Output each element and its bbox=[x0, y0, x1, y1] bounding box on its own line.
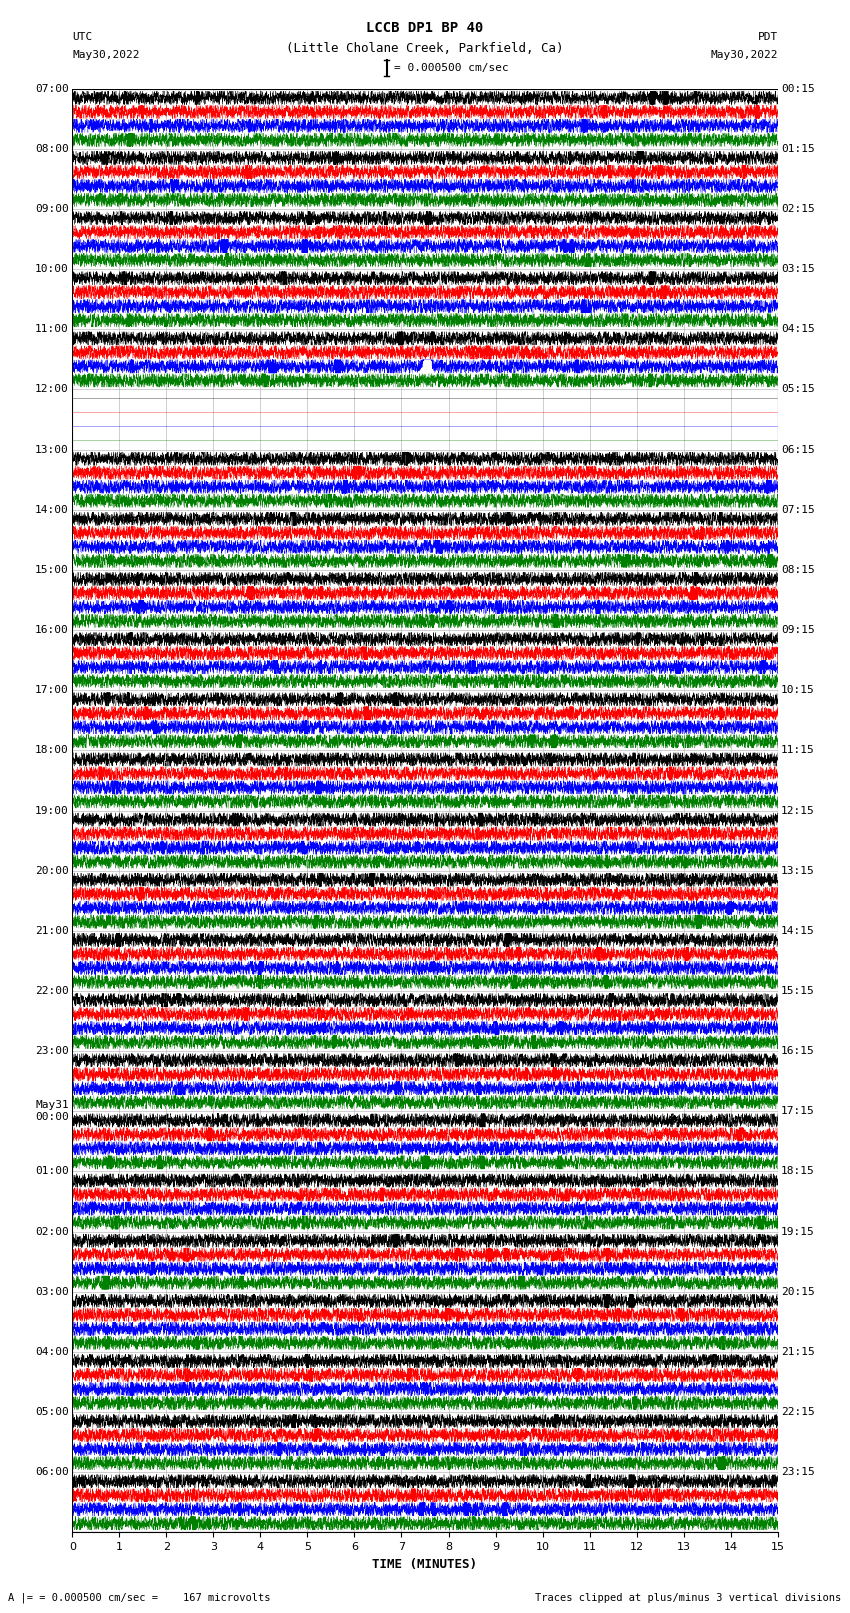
Text: 08:15: 08:15 bbox=[781, 565, 815, 574]
Text: 22:15: 22:15 bbox=[781, 1407, 815, 1418]
Text: PDT: PDT bbox=[757, 32, 778, 42]
Text: May30,2022: May30,2022 bbox=[72, 50, 139, 60]
Text: 17:15: 17:15 bbox=[781, 1107, 815, 1116]
Text: 17:00: 17:00 bbox=[35, 686, 69, 695]
Text: 12:15: 12:15 bbox=[781, 805, 815, 816]
Text: 16:00: 16:00 bbox=[35, 626, 69, 636]
Text: May30,2022: May30,2022 bbox=[711, 50, 778, 60]
Text: 01:15: 01:15 bbox=[781, 144, 815, 153]
Text: 18:15: 18:15 bbox=[781, 1166, 815, 1176]
Text: 23:15: 23:15 bbox=[781, 1468, 815, 1478]
Text: 11:00: 11:00 bbox=[35, 324, 69, 334]
Text: 13:00: 13:00 bbox=[35, 445, 69, 455]
Text: 05:15: 05:15 bbox=[781, 384, 815, 395]
Text: 10:00: 10:00 bbox=[35, 265, 69, 274]
Text: 02:15: 02:15 bbox=[781, 203, 815, 215]
Text: 07:15: 07:15 bbox=[781, 505, 815, 515]
Text: 02:00: 02:00 bbox=[35, 1226, 69, 1237]
Text: 11:15: 11:15 bbox=[781, 745, 815, 755]
Text: 15:00: 15:00 bbox=[35, 565, 69, 574]
Text: 22:00: 22:00 bbox=[35, 986, 69, 995]
Text: 06:15: 06:15 bbox=[781, 445, 815, 455]
Text: 00:15: 00:15 bbox=[781, 84, 815, 94]
Text: 04:00: 04:00 bbox=[35, 1347, 69, 1357]
Text: 14:00: 14:00 bbox=[35, 505, 69, 515]
Text: 20:15: 20:15 bbox=[781, 1287, 815, 1297]
Text: 10:15: 10:15 bbox=[781, 686, 815, 695]
Text: 07:00: 07:00 bbox=[35, 84, 69, 94]
Text: 20:00: 20:00 bbox=[35, 866, 69, 876]
Text: LCCB DP1 BP 40: LCCB DP1 BP 40 bbox=[366, 21, 484, 35]
Text: 03:00: 03:00 bbox=[35, 1287, 69, 1297]
Text: 09:00: 09:00 bbox=[35, 203, 69, 215]
Text: 12:00: 12:00 bbox=[35, 384, 69, 395]
Text: May31
00:00: May31 00:00 bbox=[35, 1100, 69, 1123]
Text: Traces clipped at plus/minus 3 vertical divisions: Traces clipped at plus/minus 3 vertical … bbox=[536, 1594, 842, 1603]
Text: 05:00: 05:00 bbox=[35, 1407, 69, 1418]
Text: 03:15: 03:15 bbox=[781, 265, 815, 274]
Text: 13:15: 13:15 bbox=[781, 866, 815, 876]
Text: = 0.000500 cm/sec: = 0.000500 cm/sec bbox=[394, 63, 508, 73]
Text: 01:00: 01:00 bbox=[35, 1166, 69, 1176]
Text: 21:15: 21:15 bbox=[781, 1347, 815, 1357]
Text: 09:15: 09:15 bbox=[781, 626, 815, 636]
Text: 23:00: 23:00 bbox=[35, 1047, 69, 1057]
Text: 04:15: 04:15 bbox=[781, 324, 815, 334]
Text: 21:00: 21:00 bbox=[35, 926, 69, 936]
Text: 15:15: 15:15 bbox=[781, 986, 815, 995]
Text: 19:15: 19:15 bbox=[781, 1226, 815, 1237]
Text: (Little Cholane Creek, Parkfield, Ca): (Little Cholane Creek, Parkfield, Ca) bbox=[286, 42, 564, 55]
Text: 16:15: 16:15 bbox=[781, 1047, 815, 1057]
Text: UTC: UTC bbox=[72, 32, 93, 42]
Text: 08:00: 08:00 bbox=[35, 144, 69, 153]
Text: 06:00: 06:00 bbox=[35, 1468, 69, 1478]
Text: A |= = 0.000500 cm/sec =    167 microvolts: A |= = 0.000500 cm/sec = 167 microvolts bbox=[8, 1592, 271, 1603]
X-axis label: TIME (MINUTES): TIME (MINUTES) bbox=[372, 1558, 478, 1571]
Text: 14:15: 14:15 bbox=[781, 926, 815, 936]
Text: 19:00: 19:00 bbox=[35, 805, 69, 816]
Text: 18:00: 18:00 bbox=[35, 745, 69, 755]
